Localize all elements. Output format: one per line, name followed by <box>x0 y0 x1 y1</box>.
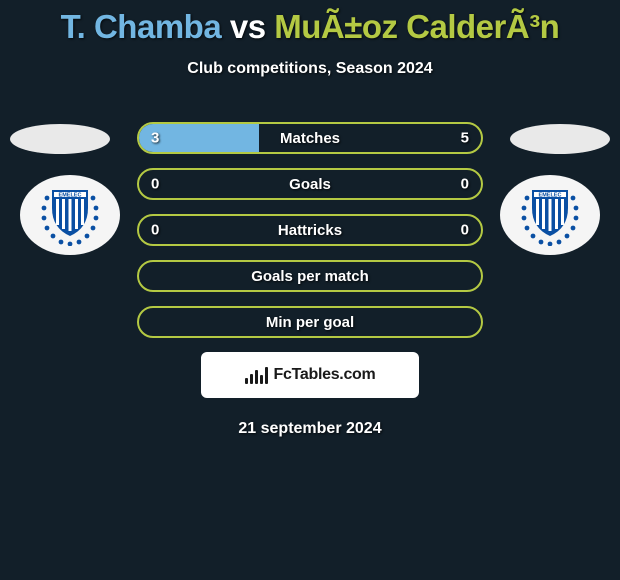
stat-row: 0 0 Goals <box>137 168 483 200</box>
title-player2: MuÃ±oz CalderÃ³n <box>274 8 559 45</box>
stat-row: Min per goal <box>137 306 483 338</box>
stat-metric-label: Min per goal <box>266 314 354 331</box>
player2-photo <box>510 124 610 154</box>
stat-metric-label: Matches <box>280 130 340 147</box>
page-title: T. Chamba vs MuÃ±oz CalderÃ³n <box>0 0 620 46</box>
bar-icon-bar <box>265 367 268 384</box>
emelec-badge-icon: EMELEC <box>39 184 101 246</box>
title-player1: T. Chamba <box>61 8 222 45</box>
comparison-section: EMELEC EMELEC <box>0 122 620 338</box>
stat-value-left: 0 <box>151 222 159 239</box>
stat-value-right: 0 <box>461 176 469 193</box>
subtitle: Club competitions, Season 2024 <box>0 60 620 78</box>
attribution-badge: FcTables.com <box>201 352 419 398</box>
svg-text:EMELEC: EMELEC <box>539 193 562 199</box>
stat-row: 3 5 Matches <box>137 122 483 154</box>
stat-metric-label: Hattricks <box>278 222 342 239</box>
stat-value-right: 5 <box>461 130 469 147</box>
stat-value-right: 0 <box>461 222 469 239</box>
date-label: 21 september 2024 <box>0 420 620 438</box>
player1-club-badge: EMELEC <box>20 175 120 255</box>
stat-row: 0 0 Hattricks <box>137 214 483 246</box>
emelec-badge-icon: EMELEC <box>519 184 581 246</box>
bar-icon-bar <box>255 370 258 384</box>
stat-value-left: 3 <box>151 130 159 147</box>
stat-metric-label: Goals per match <box>251 268 369 285</box>
bar-icon-bar <box>245 378 248 384</box>
title-vs: vs <box>221 8 274 45</box>
bar-icon-bar <box>260 375 263 384</box>
stat-value-left: 0 <box>151 176 159 193</box>
bar-chart-icon <box>245 367 268 384</box>
stat-row: Goals per match <box>137 260 483 292</box>
attribution-brand: FcTables.com <box>274 366 376 384</box>
bar-icon-bar <box>250 374 253 384</box>
stats-rows: 3 5 Matches 0 0 Goals 0 0 Hattricks Goals per mat… <box>137 122 483 338</box>
svg-text:EMELEC: EMELEC <box>59 193 82 199</box>
player2-club-badge: EMELEC <box>500 175 600 255</box>
stat-metric-label: Goals <box>289 176 331 193</box>
player1-photo <box>10 124 110 154</box>
